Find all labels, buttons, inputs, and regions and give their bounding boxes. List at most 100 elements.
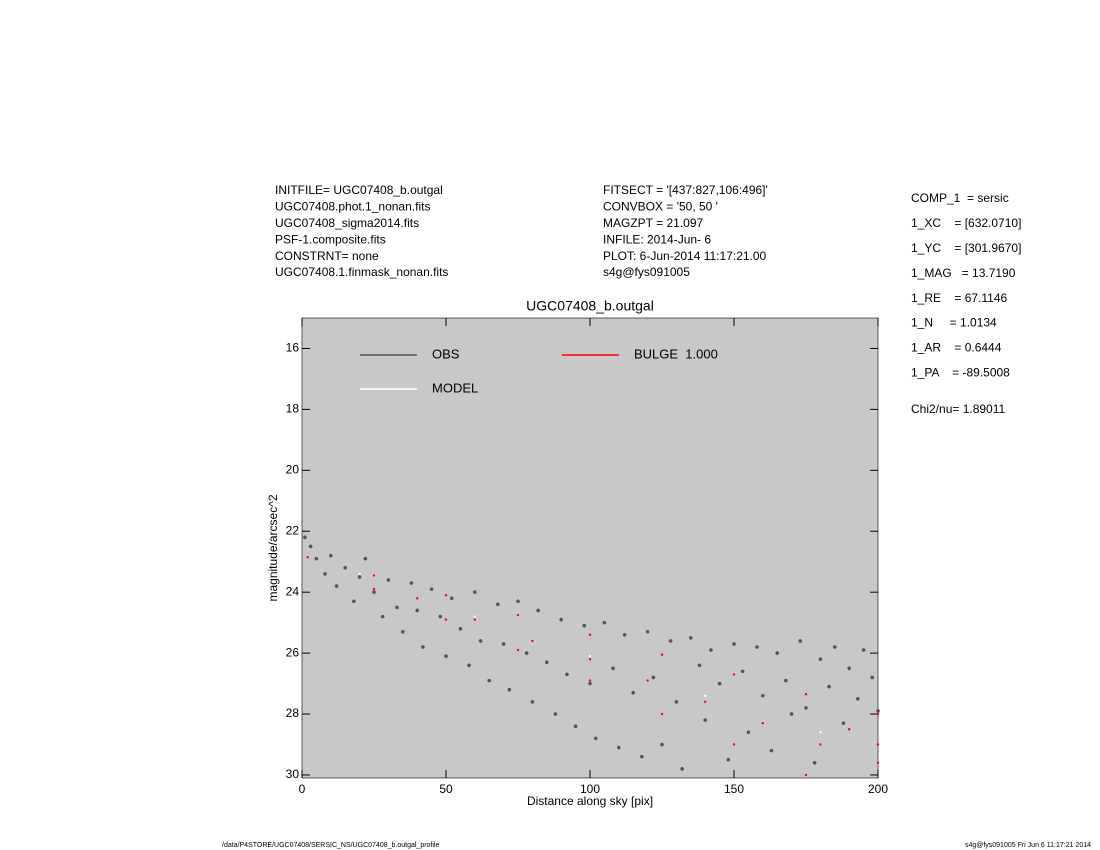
data-point	[303, 535, 307, 540]
data-point	[308, 544, 313, 549]
data-point	[314, 556, 319, 561]
y-tick-label: 26	[286, 645, 300, 659]
data-point	[473, 615, 476, 618]
fit-parameter: 1_YC = [301.9670]	[911, 241, 1021, 255]
x-tick-label: 200	[868, 782, 888, 796]
data-point	[640, 754, 644, 759]
data-point	[573, 724, 578, 729]
data-point	[553, 712, 558, 716]
data-point	[789, 712, 794, 716]
plot-area	[301, 317, 879, 779]
data-point	[416, 597, 419, 600]
data-point	[703, 718, 707, 722]
data-point	[818, 657, 823, 661]
data-point	[755, 645, 759, 649]
data-point	[761, 721, 764, 725]
data-point	[804, 773, 808, 777]
data-point	[876, 761, 880, 764]
data-point	[697, 663, 702, 668]
data-point	[732, 673, 736, 676]
header-line: PSF-1.composite.fits	[275, 232, 386, 246]
data-point	[449, 596, 454, 601]
data-point	[798, 639, 803, 643]
y-axis-label: magnitude/arcsec^2	[266, 494, 280, 601]
data-point	[386, 578, 391, 582]
data-point	[358, 572, 361, 576]
data-point	[645, 629, 650, 634]
data-point	[363, 556, 368, 561]
data-point	[746, 730, 751, 735]
chart-title: UGC07408_b.outgal	[526, 298, 654, 314]
data-point	[501, 642, 506, 646]
data-point	[565, 672, 569, 677]
data-point	[876, 743, 880, 746]
x-tick-label: 100	[580, 782, 600, 796]
data-point	[524, 651, 529, 655]
data-point	[588, 654, 592, 658]
data-point	[478, 639, 483, 643]
data-point	[458, 626, 463, 631]
y-tick-label: 18	[286, 402, 300, 416]
data-point	[861, 648, 866, 652]
data-point	[372, 574, 376, 577]
data-point	[827, 684, 831, 689]
data-point	[531, 639, 534, 643]
x-axis-label: Distance along sky [pix]	[527, 794, 653, 808]
footer-stamp: s4g@fys091005 Fri Jun 6 11:17:21 2014	[965, 842, 1091, 849]
data-point	[444, 654, 448, 658]
data-point	[516, 599, 520, 604]
data-point	[819, 731, 822, 734]
legend-label: OBS	[432, 346, 460, 361]
data-point	[812, 760, 817, 765]
data-point	[622, 633, 627, 637]
footer-path: /data/P4STORE/UGC07408/SERSIC_NS/UGC0740…	[222, 842, 439, 849]
header-line: UGC07408_sigma2014.fits	[275, 216, 419, 230]
data-point	[833, 645, 837, 649]
data-point	[473, 618, 476, 621]
data-point	[401, 629, 405, 634]
data-point	[876, 712, 880, 716]
legend-label: MODEL	[432, 380, 478, 395]
data-point	[444, 618, 448, 621]
header-line: CONVBOX = '50, 50 '	[603, 200, 718, 214]
data-point	[343, 566, 348, 570]
y-tick-label: 24	[286, 584, 300, 598]
data-point	[357, 575, 362, 579]
data-point	[582, 623, 587, 628]
data-point	[421, 645, 425, 649]
fit-parameter: 1_PA = -89.5008	[911, 365, 1010, 379]
data-point	[709, 648, 713, 652]
data-point	[689, 636, 693, 640]
header-line: UGC07408.1.finmask_nonan.fits	[275, 265, 448, 279]
y-tick-label: 22	[286, 523, 300, 537]
data-point	[804, 693, 808, 696]
header-line: CONSTRNT= none	[275, 249, 379, 263]
data-point	[611, 666, 615, 671]
data-point	[372, 587, 376, 591]
data-point	[870, 675, 875, 680]
header-line: FITSECT = '[437:827,106:496]'	[603, 183, 768, 197]
data-point	[372, 590, 376, 594]
data-point	[487, 678, 492, 683]
data-point	[588, 657, 592, 661]
data-point	[323, 572, 327, 576]
fit-parameter: 1_AR = 0.6444	[911, 341, 1002, 355]
data-point	[334, 584, 339, 588]
data-point	[429, 587, 434, 591]
header-line: INITFILE= UGC07408_b.outgal	[275, 183, 443, 197]
data-point	[507, 687, 512, 692]
data-point	[841, 721, 846, 725]
legend-label: BULGE 1.000	[634, 346, 718, 361]
data-point	[848, 728, 851, 731]
data-point	[588, 633, 592, 637]
data-point	[651, 675, 656, 680]
data-point	[593, 736, 598, 741]
header-line: s4g@fys091005	[603, 265, 690, 279]
data-point	[536, 608, 540, 613]
data-point	[660, 653, 664, 656]
fit-parameter: 1_XC = [632.0710]	[911, 216, 1021, 230]
header-line: MAGZPT = 21.097	[603, 216, 703, 230]
data-point	[717, 681, 722, 686]
